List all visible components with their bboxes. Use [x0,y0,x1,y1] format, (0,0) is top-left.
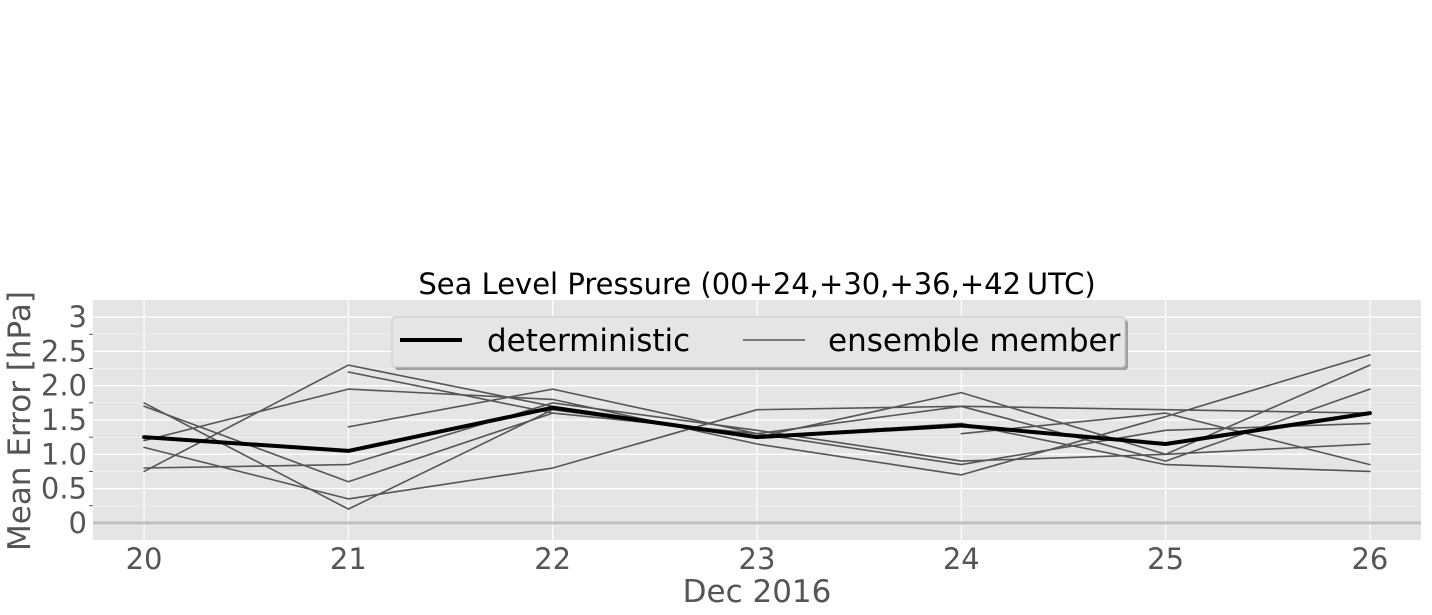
y-axis-ticks: 00.51.01.52.02.53 [41,300,93,540]
x-tick-label: 25 [1147,542,1184,576]
y-tick-label: 1.5 [41,403,87,437]
x-axis-ticks: 20 21 22 23 24 25 26 [126,542,1389,576]
x-tick-label: 22 [534,542,571,576]
y-axis-label: Mean Error [hPa] [2,291,38,551]
series-lines [142,354,1372,510]
y-tick-label: 2.5 [41,334,87,368]
x-tick-label: 24 [943,542,980,576]
y-tick-label: 0 [69,506,87,540]
chart-title: Sea Level Pressure (00+24,+30,+36,+42 UT… [418,267,1095,301]
y-tick-label: 1.0 [41,437,87,471]
ensemble-member-line [347,371,1371,466]
x-axis-label: Dec 2016 [683,574,832,610]
x-tick-label: 23 [739,542,776,576]
x-tick-label: 20 [126,542,163,576]
legend-deterministic-label: deterministic [487,323,690,359]
ensemble-member-line [347,388,1371,462]
y-tick-label: 2.0 [41,369,87,403]
y-tick-label: 0.5 [41,472,87,506]
legend: deterministic ensemble member [391,316,1128,370]
x-tick-label: 21 [330,542,367,576]
deterministic-series-line [142,405,1372,453]
y-tick-label: 3 [69,300,87,334]
legend-ensemble-label: ensemble member [828,323,1121,359]
legend-box [391,316,1126,368]
ensemble-member-line [143,354,1371,476]
x-tick-label: 26 [1351,542,1388,576]
ensemble-member-line [143,405,1371,500]
